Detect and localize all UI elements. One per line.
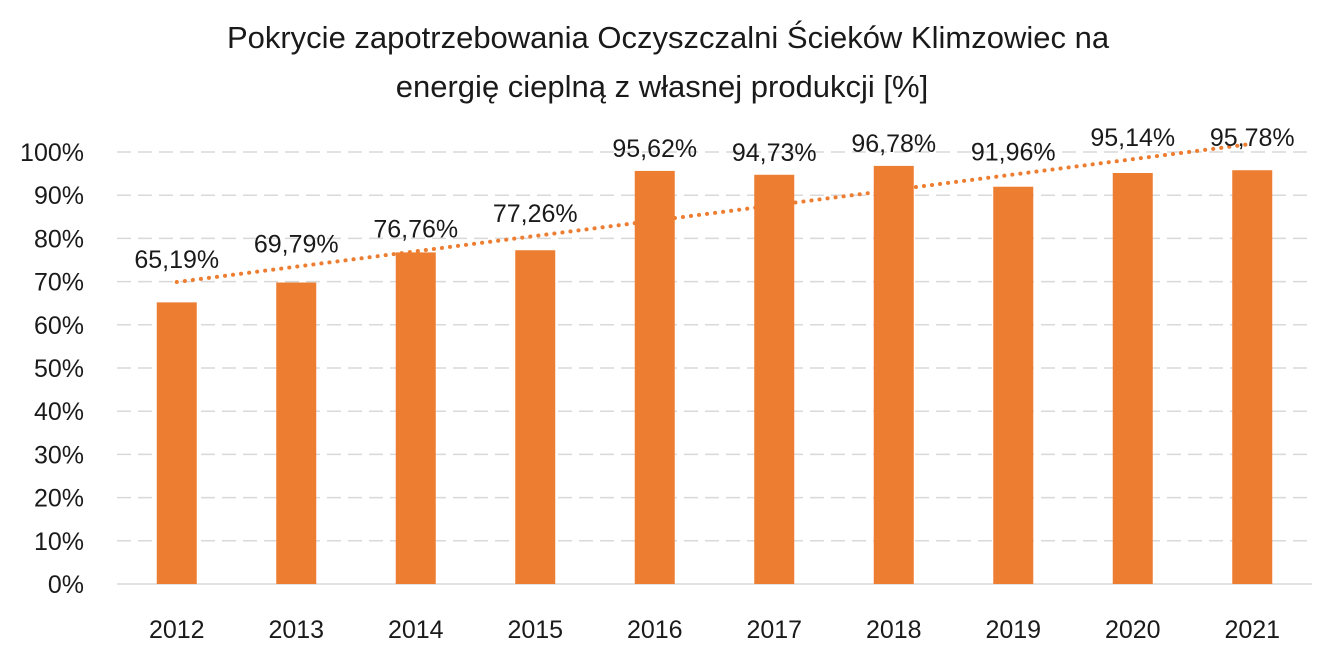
bar [1232, 170, 1273, 584]
bar [156, 302, 197, 584]
data-label: 94,73% [732, 139, 817, 167]
data-label: 95,78% [1210, 124, 1295, 152]
y-tick-label: 50% [34, 355, 84, 383]
data-label: 91,96% [971, 139, 1056, 167]
bar [754, 174, 795, 584]
x-category-label: 2012 [149, 616, 205, 644]
bars [156, 165, 1273, 585]
x-category-label: 2016 [627, 616, 683, 644]
chart-title-line-1: Pokrycie zapotrzebowania Oczyszczalni Śc… [227, 19, 1110, 55]
y-tick-label: 90% [34, 182, 84, 210]
data-label: 76,76% [373, 215, 458, 243]
bar [873, 165, 914, 584]
y-tick-label: 10% [34, 528, 84, 556]
data-label: 96,78% [851, 130, 936, 158]
x-category-label: 2020 [1105, 616, 1161, 644]
y-tick-label: 60% [34, 312, 84, 340]
data-label: 95,62% [612, 135, 697, 163]
bar [634, 170, 675, 584]
y-axis-ticks: 0% 10% 20% 30% 40% 50% 60% 70% 80% 90% 100% [20, 139, 84, 599]
y-tick-label: 20% [34, 485, 84, 513]
y-tick-label: 40% [34, 398, 84, 426]
bar [395, 252, 436, 585]
data-labels: 65,19% 69,79% 76,76% 77,26% 95,62% 94,73% 96,7… [134, 124, 1294, 274]
trendline-layer [174, 141, 1255, 284]
x-axis-categories: 2012 2013 2014 2015 2016 2017 2018 2019 2020 2021 [149, 616, 1280, 644]
bar [993, 186, 1034, 585]
y-tick-label: 80% [34, 225, 84, 253]
data-label: 65,19% [134, 246, 219, 274]
x-category-label: 2021 [1224, 616, 1280, 644]
y-tick-label: 100% [20, 139, 84, 167]
y-tick-label: 0% [48, 571, 84, 599]
data-label: 69,79% [254, 231, 339, 259]
bar [515, 250, 556, 584]
trendline [174, 141, 1255, 284]
x-category-label: 2014 [388, 616, 444, 644]
y-tick-label: 30% [34, 441, 84, 469]
x-category-label: 2013 [268, 616, 324, 644]
y-tick-label: 70% [34, 269, 84, 297]
chart-title-line-2: energię cieplną z własnej produkcji [%] [396, 69, 928, 104]
x-category-label: 2018 [866, 616, 922, 644]
bar [276, 282, 317, 584]
x-category-label: 2017 [746, 616, 802, 644]
bar [1112, 172, 1153, 585]
x-category-label: 2019 [985, 616, 1041, 644]
x-category-label: 2015 [507, 616, 563, 644]
data-label: 95,14% [1090, 124, 1175, 152]
data-label: 77,26% [493, 200, 578, 228]
